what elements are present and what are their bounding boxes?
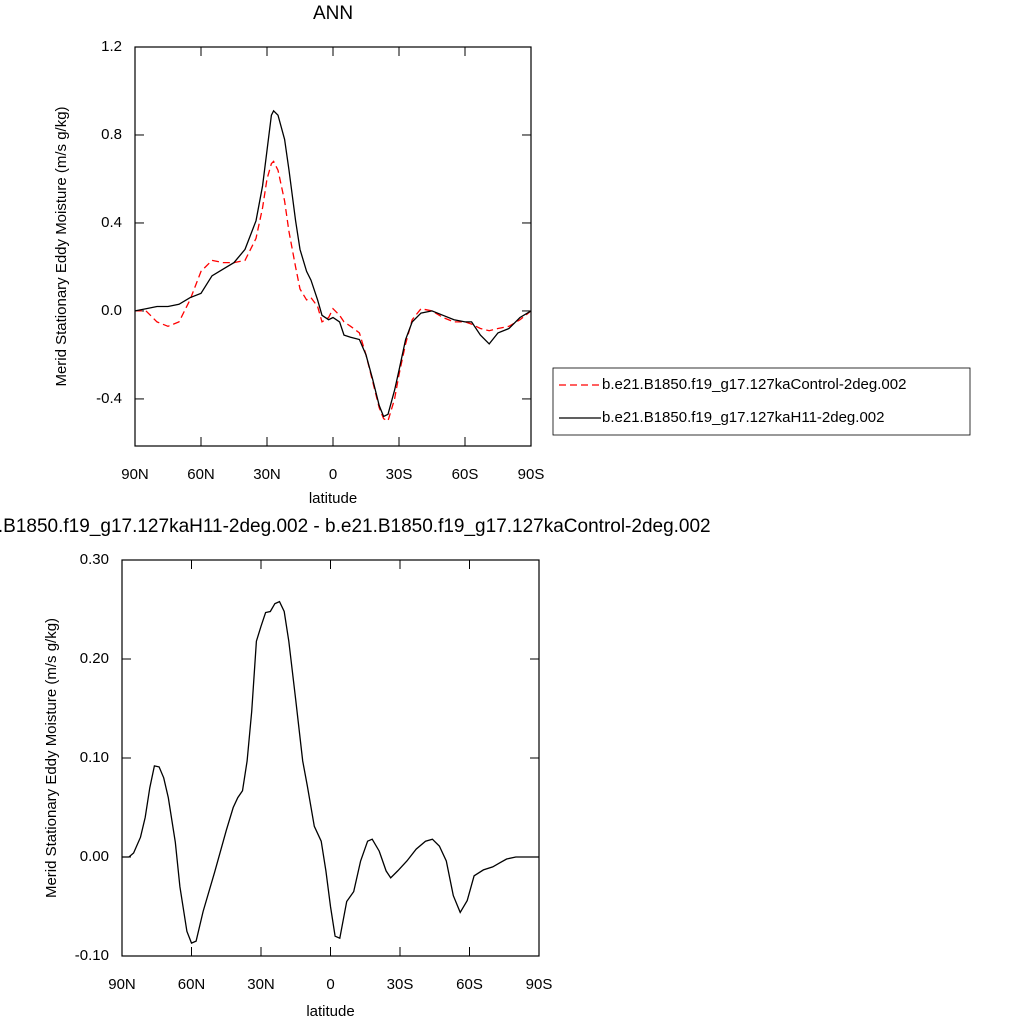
y-tick-label: 1.2: [101, 38, 122, 55]
x-tick-label: 60S: [452, 466, 479, 483]
y-axis-label: Merid Stationary Eddy Moisture (m/s g/kg…: [53, 106, 70, 386]
data-line: [135, 160, 532, 422]
x-tick-label: 90S: [518, 466, 545, 483]
x-tick-label: 0: [329, 466, 337, 483]
y-tick-label: -0.10: [75, 947, 109, 964]
legend-label: b.e21.B1850.f19_g17.127kaH11-2deg.002: [602, 409, 884, 426]
legend-box: [552, 367, 971, 436]
y-tick-label: 0.4: [101, 214, 122, 231]
x-tick-label: 30N: [253, 466, 281, 483]
x-tick-label: 60S: [456, 976, 483, 993]
legend-label: b.e21.B1850.f19_g17.127kaControl-2deg.00…: [602, 376, 906, 393]
x-axis-label: latitude: [309, 490, 357, 507]
x-tick-label: 60N: [187, 466, 215, 483]
y-tick-label: -0.4: [96, 390, 122, 407]
y-tick-label: 0.8: [101, 126, 122, 143]
x-tick-label: 60N: [178, 976, 206, 993]
y-tick-label: 0.00: [80, 848, 109, 865]
x-tick-label: 30S: [386, 466, 413, 483]
chart-title: ANN: [313, 3, 353, 24]
plot-frame: [121, 559, 540, 957]
y-tick-label: 0.20: [80, 650, 109, 667]
x-tick-label: 0: [326, 976, 334, 993]
y-axis-label: Merid Stationary Eddy Moisture (m/s g/kg…: [43, 618, 60, 898]
y-tick-label: 0.10: [80, 749, 109, 766]
y-tick-label: 0.30: [80, 551, 109, 568]
x-tick-label: 30S: [387, 976, 414, 993]
data-line: [134, 109, 532, 418]
data-line: [122, 600, 539, 944]
x-tick-label: 90N: [121, 466, 149, 483]
x-tick-label: 90S: [526, 976, 553, 993]
x-tick-label: 30N: [247, 976, 275, 993]
chart-title: b.e21.B1850.f19_g17.127kaH11-2deg.002 - …: [0, 516, 711, 537]
x-tick-label: 90N: [108, 976, 136, 993]
x-axis-label: latitude: [306, 1003, 354, 1020]
y-tick-label: 0.0: [101, 302, 122, 319]
plot-frame: [134, 46, 532, 447]
